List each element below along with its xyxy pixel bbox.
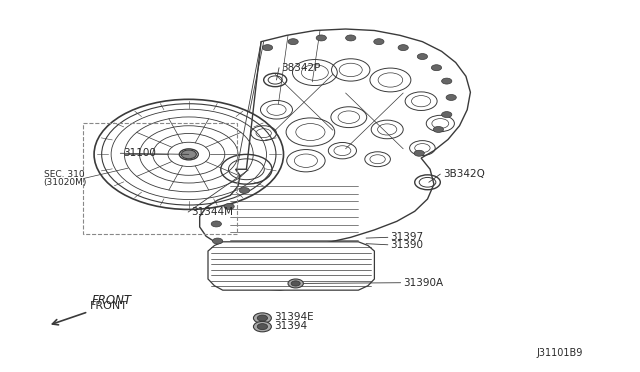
Circle shape (374, 39, 384, 45)
Circle shape (257, 315, 268, 321)
Circle shape (211, 221, 221, 227)
Circle shape (239, 187, 250, 193)
Circle shape (288, 279, 303, 288)
Text: 31100: 31100 (123, 148, 156, 158)
Circle shape (288, 39, 298, 45)
Text: (31020M): (31020M) (44, 178, 87, 187)
Circle shape (442, 112, 452, 118)
Text: FRONT: FRONT (90, 301, 127, 311)
Circle shape (257, 324, 268, 330)
Text: FRONT: FRONT (92, 294, 132, 307)
Text: 31344M: 31344M (191, 207, 233, 217)
Text: SEC. 310: SEC. 310 (44, 170, 84, 179)
Circle shape (212, 238, 223, 244)
PathPatch shape (208, 242, 374, 290)
Text: 3B342Q: 3B342Q (443, 169, 484, 179)
Circle shape (433, 126, 444, 132)
Text: 31394: 31394 (274, 321, 307, 331)
Circle shape (181, 150, 196, 159)
Bar (83, 123, 237, 234)
Circle shape (316, 35, 326, 41)
Text: 31397: 31397 (390, 232, 424, 242)
Circle shape (417, 54, 428, 60)
Circle shape (291, 281, 300, 286)
Text: 31394E: 31394E (274, 312, 314, 322)
Circle shape (253, 313, 271, 323)
Circle shape (398, 45, 408, 51)
Circle shape (431, 65, 442, 71)
Circle shape (262, 45, 273, 51)
Circle shape (346, 35, 356, 41)
Text: 31390: 31390 (390, 240, 424, 250)
Text: J31101B9: J31101B9 (536, 349, 582, 358)
Circle shape (224, 203, 234, 209)
Circle shape (446, 94, 456, 100)
Text: 31390A: 31390A (403, 278, 444, 288)
Circle shape (253, 321, 271, 332)
Circle shape (442, 78, 452, 84)
Circle shape (414, 150, 424, 156)
Text: 38342P: 38342P (282, 63, 321, 73)
